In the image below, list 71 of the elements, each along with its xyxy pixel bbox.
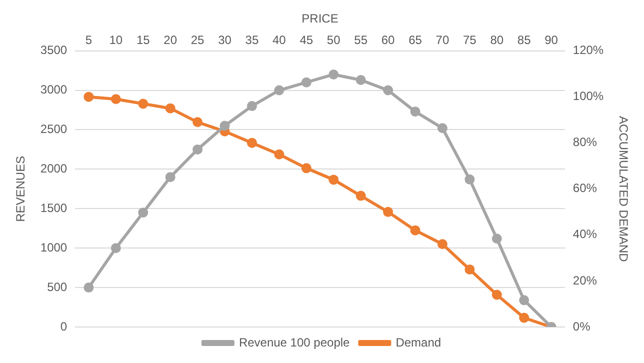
y-tick-label: 1500 <box>40 200 68 215</box>
y-tick-label: 3000 <box>40 82 68 97</box>
x-tick-label: 60 <box>381 32 396 47</box>
point <box>220 120 230 131</box>
y2-tick-label: 80% <box>572 135 598 150</box>
point <box>84 92 94 102</box>
y-tick-label: 3500 <box>40 43 68 58</box>
y-tick-label: 0 <box>60 319 68 334</box>
point <box>165 172 176 182</box>
point <box>301 163 312 174</box>
y2-tick-label: 120% <box>572 43 604 58</box>
point <box>437 123 448 134</box>
x-tick-label: 90 <box>544 32 558 47</box>
point <box>246 138 257 148</box>
x-tick-label: 10 <box>109 32 123 47</box>
x-tick-label: 20 <box>164 32 178 47</box>
y2-axis-title: ACCUMULATED DEMAND <box>616 116 630 262</box>
x-tick-label: 30 <box>218 32 232 47</box>
point <box>328 174 339 185</box>
x-tick-label: 80 <box>490 32 504 47</box>
x-axis-title: PRICE <box>302 12 338 26</box>
x-tick-label: 5 <box>85 32 92 47</box>
y2-tick-label: 0% <box>572 319 591 334</box>
y2-tick-label: 40% <box>572 227 598 242</box>
point <box>464 264 475 274</box>
point <box>383 85 394 96</box>
point <box>84 282 94 293</box>
x-tick-label: 15 <box>136 32 150 47</box>
point <box>410 106 420 117</box>
point <box>192 117 203 128</box>
y2-tick-label: 60% <box>572 181 598 196</box>
y-tick-label: 2500 <box>40 122 68 136</box>
point <box>165 103 176 114</box>
point <box>274 149 284 160</box>
legend-label: Demand <box>396 335 442 350</box>
x-tick-label: 85 <box>517 32 532 47</box>
point <box>437 239 448 250</box>
x-tick-label: 75 <box>462 32 477 47</box>
x-tick-label: 50 <box>326 32 341 47</box>
legend-label: Revenue 100 people <box>238 335 350 350</box>
point <box>110 94 121 104</box>
x-tick-label: 55 <box>354 32 368 47</box>
x-tick-label: 45 <box>300 32 314 47</box>
point <box>138 98 148 109</box>
point <box>519 295 530 306</box>
x-tick-label: 35 <box>245 32 259 47</box>
x-tick-label: 70 <box>436 32 450 47</box>
point <box>356 190 366 201</box>
point <box>492 234 502 244</box>
point <box>519 312 530 323</box>
point <box>301 77 312 88</box>
point <box>274 85 284 96</box>
x-tick-label: 40 <box>272 32 286 47</box>
point <box>492 290 502 300</box>
point <box>464 174 475 184</box>
point <box>328 69 339 80</box>
x-tick-label: 65 <box>408 32 422 47</box>
point <box>356 75 366 85</box>
point <box>383 206 394 217</box>
y2-tick-label: 20% <box>572 273 598 288</box>
point <box>138 208 148 218</box>
point <box>192 144 203 154</box>
y-tick-label: 1000 <box>40 240 68 254</box>
point <box>246 101 257 112</box>
point <box>410 225 420 236</box>
y2-tick-label: 100% <box>572 89 604 104</box>
y-tick-label: 2000 <box>40 161 68 176</box>
y-axis-title: REVENUES <box>14 156 28 222</box>
point <box>110 243 121 254</box>
x-tick-label: 25 <box>190 32 205 47</box>
y-tick-label: 500 <box>47 280 68 294</box>
